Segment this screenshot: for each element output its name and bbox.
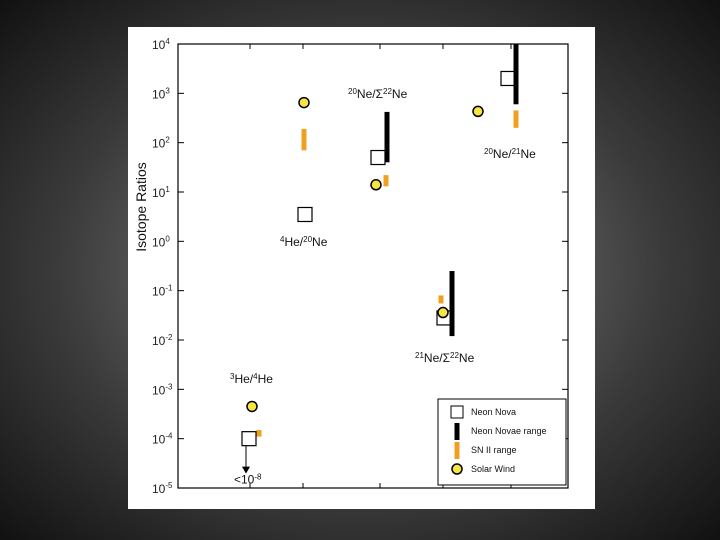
neon-nova-marker <box>241 431 257 447</box>
neon-nova-marker <box>370 149 386 166</box>
novae-range-bar <box>513 44 519 105</box>
solar-wind-marker <box>472 105 484 118</box>
legend-label: Solar Wind <box>471 464 515 474</box>
y-tick-label: 102 <box>152 136 170 151</box>
upper-limit-arrowhead <box>242 466 250 474</box>
legend-label: Neon Novae range <box>471 426 547 436</box>
sn-ii-range-bar <box>256 429 262 437</box>
y-tick-label: 10-4 <box>152 432 173 447</box>
y-tick-label: 10-1 <box>152 284 173 299</box>
neon-nova-marker <box>297 206 313 223</box>
neon-nova-marker <box>500 70 516 87</box>
y-tick-label: 10-3 <box>152 382 173 397</box>
y-tick-label: 10-5 <box>152 481 173 496</box>
y-tick-label: 101 <box>152 185 170 200</box>
isotope-ratio-chart: 104 103 102 101 100 10-1 10-2 10-3 10-4 10-5 <10-… <box>133 37 569 496</box>
y-tick-label: 103 <box>152 86 170 101</box>
legend-sn-bar <box>454 442 460 459</box>
y-tick-label: 100 <box>152 234 170 249</box>
legend-circle-marker <box>451 463 463 475</box>
legend-square-marker <box>450 405 464 419</box>
sn-ii-range-bar <box>513 110 519 128</box>
sn-ii-range-bar <box>383 175 389 187</box>
series-label: 20Ne/21Ne <box>484 147 536 161</box>
novae-range-bar <box>449 271 455 337</box>
series-label: 20Ne/Σ22Ne <box>348 87 408 101</box>
novae-range-bar <box>384 111 390 163</box>
chart-panel: 104 103 102 101 100 10-1 10-2 10-3 10-4 10-5 <10-… <box>128 27 595 509</box>
y-tick-label: 104 <box>152 37 170 52</box>
sn-ii-range-bar <box>301 128 307 151</box>
plot-frame <box>177 43 569 489</box>
legend-label: Neon Nova <box>471 407 516 417</box>
y-tick-label: 10-2 <box>152 333 173 348</box>
series-label: 4He/20Ne <box>280 235 328 249</box>
y-axis-label: Isotope Ratios <box>133 162 149 252</box>
solar-wind-marker <box>246 400 258 413</box>
series-label: 3He/4He <box>230 372 273 386</box>
series-label: 21Ne/Σ22Ne <box>415 351 475 365</box>
legend-novae-bar <box>454 423 460 440</box>
upper-limit-label: <10-8 <box>234 473 262 487</box>
solar-wind-marker <box>437 306 449 319</box>
sn-ii-range-bar <box>438 295 444 304</box>
legend-label: SN II range <box>471 445 517 455</box>
solar-wind-marker <box>298 96 310 109</box>
solar-wind-marker <box>370 179 382 191</box>
